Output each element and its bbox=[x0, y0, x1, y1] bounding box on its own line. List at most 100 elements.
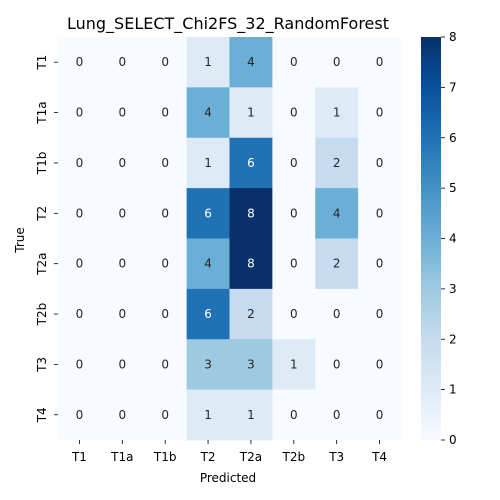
cell-value-label: 1 bbox=[247, 106, 255, 120]
x-tick-label: T2a bbox=[239, 450, 262, 464]
cell-value-label: 2 bbox=[333, 156, 341, 170]
cell-value-label: 0 bbox=[333, 307, 341, 321]
cell-value-label: 0 bbox=[376, 156, 384, 170]
cell-value-label: 6 bbox=[204, 307, 212, 321]
colorbar-tick-label: 1 bbox=[449, 383, 457, 397]
cell-value-label: 0 bbox=[76, 257, 84, 271]
heatmap-cell bbox=[229, 238, 273, 290]
cell-value-label: 0 bbox=[290, 206, 298, 220]
cell-value-label: 0 bbox=[118, 408, 126, 422]
heatmap-cell bbox=[229, 389, 273, 441]
chart-title: Lung_SELECT_Chi2FS_32_RandomForest bbox=[67, 14, 389, 34]
cell-value-label: 0 bbox=[76, 156, 84, 170]
cell-value-label: 0 bbox=[290, 106, 298, 120]
cell-value-label: 0 bbox=[290, 55, 298, 69]
cell-value-label: 0 bbox=[376, 106, 384, 120]
cell-value-label: 0 bbox=[290, 307, 298, 321]
x-tick-label: T1a bbox=[110, 450, 133, 464]
colorbar-tick-label: 6 bbox=[449, 131, 457, 145]
heatmap-cell bbox=[358, 137, 402, 189]
cell-value-label: 3 bbox=[204, 357, 212, 371]
cell-value-label: 0 bbox=[118, 307, 126, 321]
cell-value-label: 1 bbox=[290, 357, 298, 371]
heatmap-cell bbox=[272, 188, 316, 239]
heatmap-cells bbox=[58, 37, 402, 441]
cell-value-label: 0 bbox=[118, 106, 126, 120]
heatmap-cell bbox=[100, 288, 145, 340]
colorbar-tick-label: 5 bbox=[449, 181, 457, 195]
y-tick-label: T4 bbox=[35, 407, 49, 423]
heatmap-cell bbox=[100, 339, 145, 391]
cell-value-label: 2 bbox=[247, 307, 255, 321]
heatmap-cell bbox=[186, 37, 230, 88]
cell-value-label: 4 bbox=[333, 206, 341, 220]
heatmap-cell bbox=[186, 288, 230, 340]
heatmap-cell bbox=[100, 188, 145, 239]
cell-value-label: 1 bbox=[247, 408, 255, 422]
heatmap-cell bbox=[186, 389, 230, 441]
colorbar bbox=[421, 37, 441, 440]
cell-value-label: 0 bbox=[76, 408, 84, 422]
heatmap-cell bbox=[229, 188, 273, 239]
heatmap-cell bbox=[358, 87, 402, 139]
heatmap-cell bbox=[100, 87, 145, 139]
cell-value-label: 0 bbox=[76, 307, 84, 321]
cell-value-label: 0 bbox=[376, 206, 384, 220]
cell-value-label: 0 bbox=[376, 357, 384, 371]
cell-value-label: 6 bbox=[247, 156, 255, 170]
heatmap-cell bbox=[358, 37, 402, 88]
cell-labels: 0 0 0 1 4 0 0 0 0 0 0 4 1 0 1 0 0 0 0 1 6 0 2 0 0 0 0 6 8 0 4 0 0 0 0 4 8 0 2 0… bbox=[76, 55, 384, 422]
cell-value-label: 4 bbox=[204, 106, 212, 120]
heatmap-cell bbox=[315, 87, 359, 139]
cell-value-label: 0 bbox=[76, 357, 84, 371]
heatmap-cell bbox=[58, 339, 102, 391]
cell-value-label: 0 bbox=[161, 357, 169, 371]
cell-value-label: 0 bbox=[118, 257, 126, 271]
y-tick-label: T1 bbox=[35, 55, 49, 71]
heatmap-cell bbox=[229, 37, 273, 88]
heatmap-cell bbox=[358, 339, 402, 391]
cell-value-label: 1 bbox=[333, 106, 341, 120]
colorbar-tick-label: 4 bbox=[449, 232, 457, 246]
cell-value-label: 1 bbox=[204, 156, 212, 170]
cell-value-label: 1 bbox=[204, 55, 212, 69]
heatmap-cell bbox=[229, 339, 273, 391]
heatmap-cell bbox=[315, 137, 359, 189]
heatmap-cell bbox=[143, 339, 188, 391]
heatmap-cell bbox=[143, 238, 188, 290]
cell-value-label: 0 bbox=[161, 156, 169, 170]
heatmap-cell bbox=[315, 339, 359, 391]
y-tick-label: T1a bbox=[35, 101, 49, 124]
heatmap-cell bbox=[229, 137, 273, 189]
colorbar-tick-label: 3 bbox=[449, 282, 457, 296]
heatmap-cell bbox=[358, 238, 402, 290]
y-tick-label: T1b bbox=[35, 152, 49, 176]
cell-value-label: 0 bbox=[376, 408, 384, 422]
cell-value-label: 0 bbox=[76, 206, 84, 220]
x-tick-label: T2b bbox=[282, 450, 306, 464]
heatmap-cell bbox=[186, 339, 230, 391]
cell-value-label: 2 bbox=[333, 257, 341, 271]
y-tick-label: T2 bbox=[35, 206, 49, 222]
cell-value-label: 6 bbox=[204, 206, 212, 220]
cell-value-label: 0 bbox=[161, 257, 169, 271]
colorbar-tick-label: 0 bbox=[449, 433, 457, 447]
cell-value-label: 0 bbox=[76, 55, 84, 69]
heatmap-cell bbox=[315, 188, 359, 239]
cell-value-label: 0 bbox=[118, 357, 126, 371]
heatmap-cell bbox=[100, 389, 145, 441]
heatmap-cell bbox=[315, 389, 359, 441]
heatmap-cell bbox=[100, 238, 145, 290]
heatmap-cell bbox=[58, 288, 102, 340]
cell-value-label: 0 bbox=[290, 257, 298, 271]
cell-value-label: 8 bbox=[247, 206, 255, 220]
heatmap-cell bbox=[58, 389, 102, 441]
heatmap-cell bbox=[143, 188, 188, 239]
cell-value-label: 0 bbox=[333, 55, 341, 69]
heatmap-cell bbox=[315, 238, 359, 290]
x-axis-label: Predicted bbox=[200, 471, 256, 485]
x-tick-label: T1b bbox=[153, 450, 177, 464]
cell-value-label: 0 bbox=[161, 307, 169, 321]
cell-value-label: 0 bbox=[290, 408, 298, 422]
